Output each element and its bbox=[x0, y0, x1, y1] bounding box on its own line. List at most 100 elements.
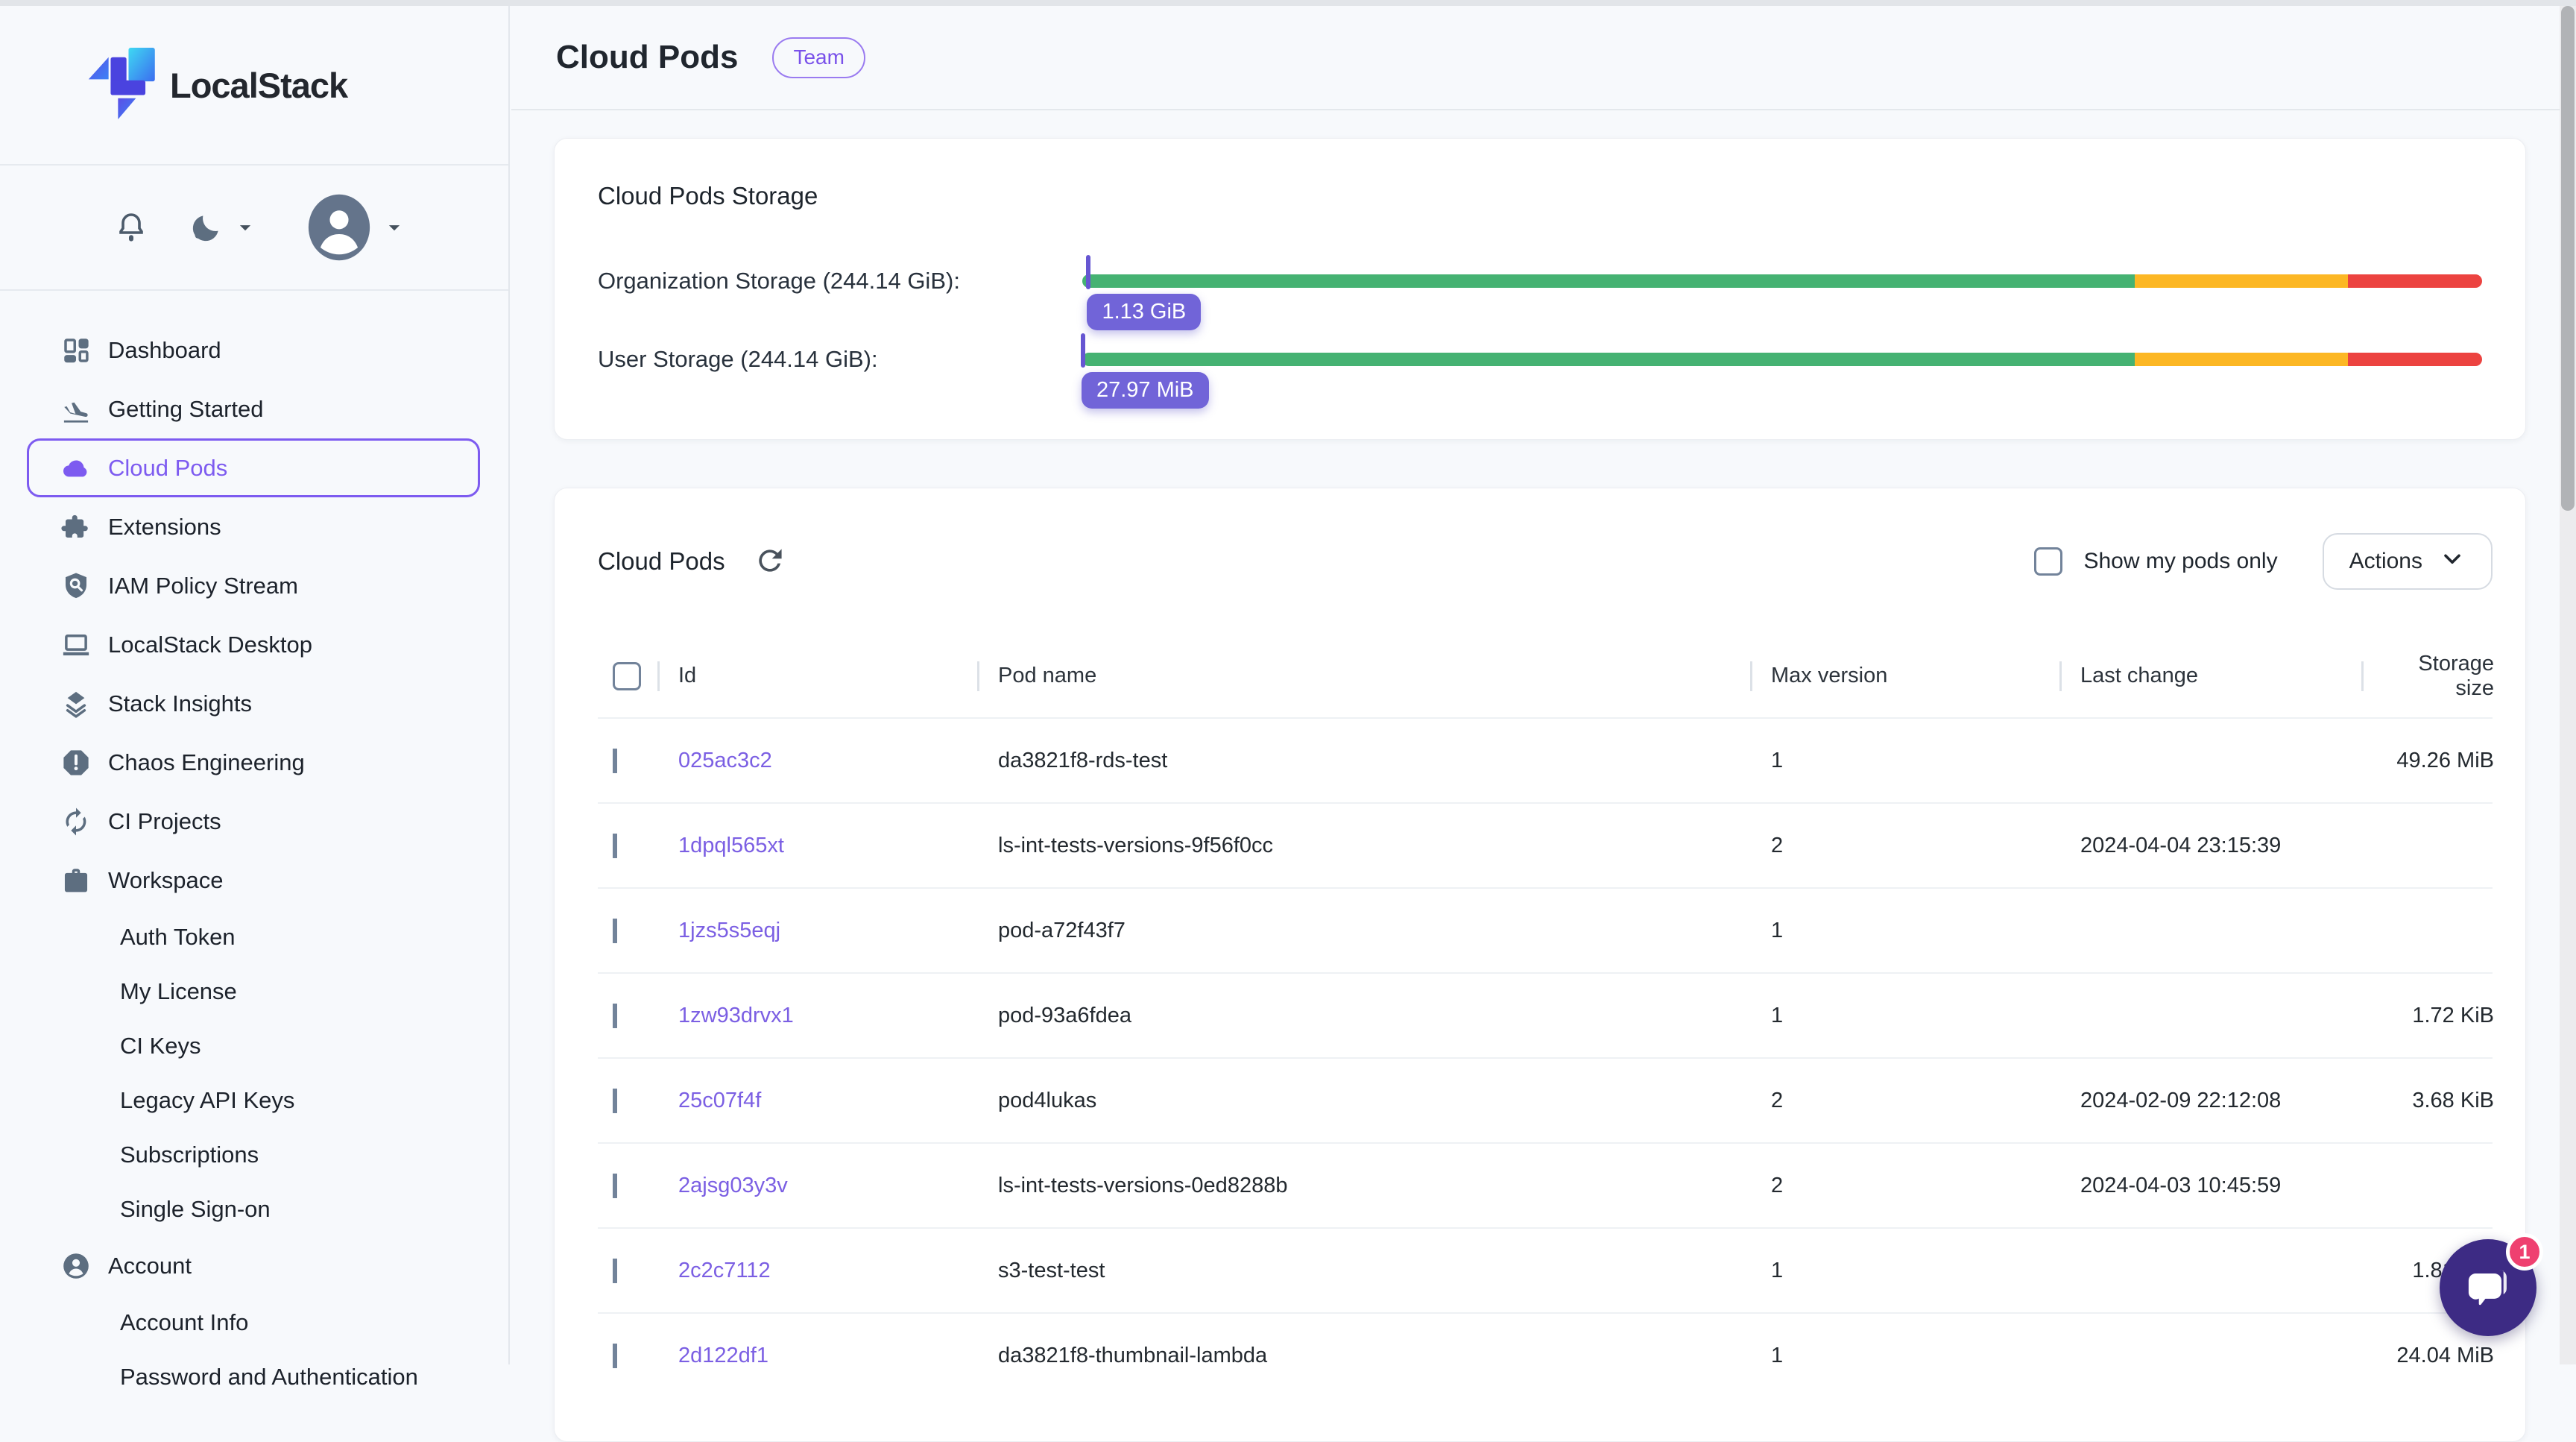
sync-icon bbox=[60, 806, 92, 837]
pod-id-link[interactable]: 025ac3c2 bbox=[657, 749, 977, 773]
storage-bar-track bbox=[1082, 353, 2482, 366]
last-change-cell: 2024-02-09 22:12:08 bbox=[2059, 1089, 2361, 1113]
sidebar-item-cloud-pods[interactable]: Cloud Pods bbox=[27, 438, 480, 497]
alert-octagon-icon bbox=[60, 747, 92, 778]
sidebar-item-label: CI Projects bbox=[108, 808, 221, 835]
max-version-cell: 2 bbox=[1750, 1174, 2059, 1198]
dashboard-icon bbox=[60, 335, 92, 366]
sidebar-item-auth-token[interactable]: Auth Token bbox=[27, 910, 480, 964]
storage-bar-segment bbox=[2348, 274, 2482, 288]
localstack-logo-icon bbox=[86, 48, 158, 123]
chat-bubble-icon bbox=[2461, 1260, 2515, 1316]
sidebar-item-iam-policy-stream[interactable]: IAM Policy Stream bbox=[27, 556, 480, 615]
page-title: Cloud Pods bbox=[556, 39, 738, 76]
sidebar: LocalStack bbox=[0, 6, 510, 1364]
row-checkbox[interactable] bbox=[613, 1004, 617, 1028]
notifications-bell-button[interactable] bbox=[113, 210, 149, 245]
sidebar-item-chaos-engineering[interactable]: Chaos Engineering bbox=[27, 733, 480, 792]
sidebar-item-subscriptions[interactable]: Subscriptions bbox=[27, 1127, 480, 1182]
show-my-pods-label: Show my pods only bbox=[2083, 549, 2277, 574]
person-circle-icon bbox=[60, 1250, 92, 1282]
pod-id-link[interactable]: 2c2c7112 bbox=[657, 1259, 977, 1283]
pod-name-cell: pod-93a6fdea bbox=[977, 1004, 1750, 1028]
briefcase-icon bbox=[60, 865, 92, 896]
storage-usage-marker bbox=[1081, 333, 1085, 368]
show-my-pods-checkbox[interactable] bbox=[2034, 547, 2062, 576]
page-scrollbar-track bbox=[2560, 6, 2576, 1364]
main-content: Cloud Pods Team Cloud Pods Storage Organ… bbox=[511, 6, 2560, 1364]
row-checkbox[interactable] bbox=[613, 1174, 617, 1198]
column-header-max-version[interactable]: Max version bbox=[1750, 664, 2059, 688]
pod-name-cell: s3-test-test bbox=[977, 1259, 1750, 1283]
sidebar-item-workspace[interactable]: Workspace bbox=[27, 851, 480, 910]
sidebar-item-getting-started[interactable]: Getting Started bbox=[27, 380, 480, 438]
storage-rows: Organization Storage (244.14 GiB): 1.13 … bbox=[598, 266, 2482, 374]
table-row: 1jzs5s5eqj pod-a72f43f7 1 bbox=[598, 887, 2493, 972]
actions-button[interactable]: Actions bbox=[2323, 533, 2493, 590]
sidebar-item-legacy-api-keys[interactable]: Legacy API Keys bbox=[27, 1073, 480, 1127]
row-checkbox[interactable] bbox=[613, 1259, 617, 1283]
sidebar-item-single-sign-on[interactable]: Single Sign-on bbox=[27, 1182, 480, 1236]
pod-name-cell: ls-int-tests-versions-9f56f0cc bbox=[977, 834, 1750, 858]
sidebar-item-extensions[interactable]: Extensions bbox=[27, 497, 480, 556]
chat-unread-badge: 1 bbox=[2506, 1233, 2543, 1271]
pod-id-link[interactable]: 1jzs5s5eqj bbox=[657, 919, 977, 943]
row-checkbox[interactable] bbox=[613, 919, 617, 943]
storage-size-cell: 1.72 KiB bbox=[2361, 1004, 2494, 1028]
storage-row: User Storage (244.14 GiB): 27.97 MiB bbox=[598, 344, 2482, 374]
chevron-down-icon bbox=[382, 215, 407, 240]
sidebar-item-label: Chaos Engineering bbox=[108, 749, 305, 776]
storage-bar-segment bbox=[1082, 353, 2135, 366]
storage-bar-segment bbox=[2135, 274, 2347, 288]
sidebar-item-dashboard[interactable]: Dashboard bbox=[27, 321, 480, 380]
pod-id-link[interactable]: 1zw93drvx1 bbox=[657, 1004, 977, 1028]
sidebar-item-password-and-authentication[interactable]: Password and Authentication bbox=[27, 1350, 480, 1404]
storage-bar-segment bbox=[1082, 274, 2135, 288]
pods-table-body: 025ac3c2 da3821f8-rds-test 1 49.26 MiB 1… bbox=[555, 717, 2525, 1397]
pod-name-cell: ls-int-tests-versions-0ed8288b bbox=[977, 1174, 1750, 1198]
team-badge: Team bbox=[772, 37, 865, 78]
sidebar-item-label: Legacy API Keys bbox=[120, 1087, 294, 1114]
laptop-icon bbox=[60, 629, 92, 661]
row-checkbox[interactable] bbox=[613, 834, 617, 858]
pod-id-link[interactable]: 25c07f4f bbox=[657, 1089, 977, 1113]
pod-id-link[interactable]: 2ajsg03y3v bbox=[657, 1174, 977, 1198]
sidebar-item-ci-projects[interactable]: CI Projects bbox=[27, 792, 480, 851]
select-all-checkbox[interactable] bbox=[613, 662, 641, 690]
sidebar-item-my-license[interactable]: My License bbox=[27, 964, 480, 1018]
sidebar-item-account[interactable]: Account bbox=[27, 1236, 480, 1295]
column-header-pod-name[interactable]: Pod name bbox=[977, 664, 1750, 688]
max-version-cell: 2 bbox=[1750, 1089, 2059, 1113]
storage-row-label: User Storage (244.14 GiB): bbox=[598, 344, 1082, 374]
brand-name: LocalStack bbox=[170, 65, 347, 106]
puzzle-icon bbox=[60, 511, 92, 543]
bell-icon bbox=[113, 210, 149, 245]
shield-search-icon bbox=[60, 570, 92, 602]
sidebar-item-ci-keys[interactable]: CI Keys bbox=[27, 1018, 480, 1073]
cloud-pods-card-header: Cloud Pods Show my pods only Actions bbox=[555, 488, 2525, 635]
theme-toggle-button[interactable] bbox=[188, 209, 258, 246]
sidebar-item-localstack-desktop[interactable]: LocalStack Desktop bbox=[27, 615, 480, 674]
sidebar-item-label: CI Keys bbox=[120, 1033, 201, 1060]
storage-row-label: Organization Storage (244.14 GiB): bbox=[598, 266, 1082, 296]
column-header-last-change[interactable]: Last change bbox=[2059, 664, 2361, 688]
logo[interactable]: LocalStack bbox=[0, 6, 508, 166]
table-row: 2d122df1 da3821f8-thumbnail-lambda 1 24.… bbox=[598, 1312, 2493, 1397]
page-scrollbar-thumb[interactable] bbox=[2561, 6, 2575, 511]
column-header-storage-size[interactable]: Storage size bbox=[2361, 652, 2494, 701]
pod-id-link[interactable]: 1dpql565xt bbox=[657, 834, 977, 858]
storage-bar-segment bbox=[2348, 353, 2482, 366]
sidebar-item-label: Account bbox=[108, 1253, 192, 1279]
refresh-button[interactable] bbox=[754, 544, 786, 579]
refresh-icon bbox=[754, 544, 786, 579]
row-checkbox[interactable] bbox=[613, 749, 617, 773]
storage-bar-segment bbox=[2135, 353, 2347, 366]
sidebar-item-account-info[interactable]: Account Info bbox=[27, 1295, 480, 1350]
user-menu-button[interactable] bbox=[304, 190, 407, 265]
sidebar-item-label: Stack Insights bbox=[108, 690, 252, 717]
column-header-id[interactable]: Id bbox=[657, 664, 977, 688]
sidebar-item-stack-insights[interactable]: Stack Insights bbox=[27, 674, 480, 733]
sidebar-item-label: IAM Policy Stream bbox=[108, 573, 298, 599]
pods-table-header: Id Pod name Max version Last change Stor… bbox=[598, 635, 2493, 717]
row-checkbox[interactable] bbox=[613, 1089, 617, 1113]
